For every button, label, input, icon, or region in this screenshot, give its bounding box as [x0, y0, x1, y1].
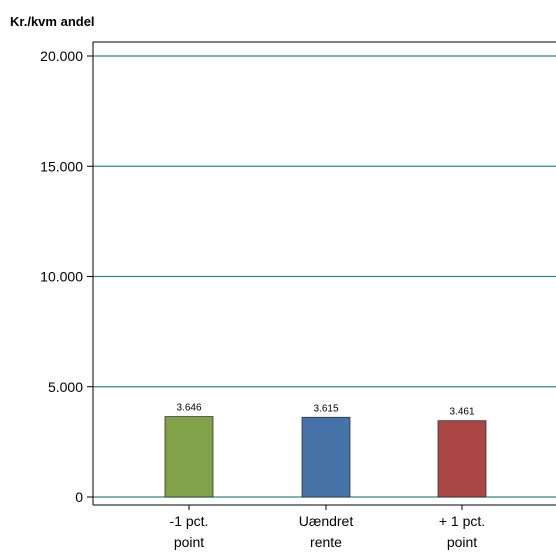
axes	[92, 41, 556, 506]
data-label-2: 3.461	[449, 407, 474, 418]
x-tick-label-2-0: + 1 pct.	[439, 513, 485, 529]
x-tick-label-1-0: Uændret	[299, 513, 354, 529]
x-axis-labels: -1 pct. point Uændret rente + 1 pct. point	[170, 505, 485, 550]
data-label-0: 3.646	[176, 403, 201, 414]
data-labels: 3.646 3.615 3.461	[176, 403, 474, 418]
bar-1	[301, 416, 351, 498]
data-label-1: 3.615	[313, 403, 338, 414]
y-tick-label-2: 10.000	[40, 269, 83, 285]
y-tick-label-1: 5.000	[48, 379, 83, 395]
y-tick-label-3: 15.000	[40, 158, 83, 174]
bar-2	[437, 420, 487, 498]
y-axis-label: Kr./kvm andel	[10, 14, 95, 29]
x-tick-label-0-0: -1 pct.	[170, 513, 209, 529]
x-tick-label-2-1: point	[447, 534, 477, 550]
x-tick-label-1-1: rente	[310, 534, 342, 550]
y-tick-label-0: 0	[75, 489, 83, 505]
x-tick-label-0-1: point	[174, 534, 204, 550]
bar-0	[164, 416, 214, 498]
bars	[164, 416, 487, 498]
y-tick-label-4: 20.000	[40, 48, 83, 64]
y-axis-ticks: 0 5.000 10.000 15.000 20.000	[40, 48, 93, 505]
